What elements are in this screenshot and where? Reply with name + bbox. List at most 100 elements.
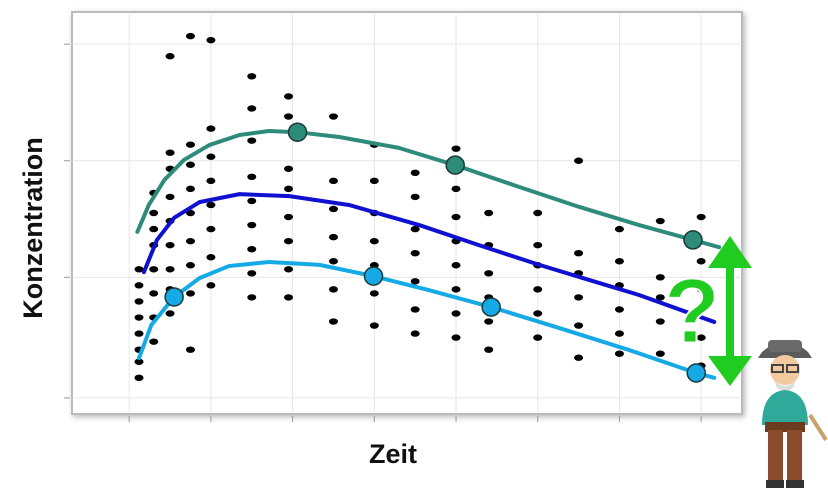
data-point	[247, 137, 256, 143]
data-point	[533, 242, 542, 248]
data-point	[615, 226, 624, 232]
data-point	[411, 194, 420, 200]
data-point	[411, 250, 420, 256]
highlight-point	[482, 298, 500, 316]
data-point	[186, 238, 195, 244]
data-point	[135, 298, 144, 304]
data-point	[284, 166, 293, 172]
data-point	[284, 93, 293, 99]
data-point	[574, 355, 583, 361]
data-point	[247, 270, 256, 276]
data-point	[615, 306, 624, 312]
data-point	[574, 250, 583, 256]
data-point	[656, 218, 665, 224]
data-point	[149, 266, 158, 272]
highlight-point	[446, 156, 464, 174]
data-point	[484, 346, 493, 352]
annotation: ?	[664, 260, 720, 362]
data-point	[247, 294, 256, 300]
highlight-point	[165, 288, 183, 306]
data-point	[186, 162, 195, 168]
data-point	[484, 270, 493, 276]
data-point	[284, 266, 293, 272]
data-point	[533, 310, 542, 316]
data-point	[615, 351, 624, 357]
data-point	[247, 198, 256, 204]
data-point	[411, 330, 420, 336]
data-point	[149, 210, 158, 216]
data-point	[166, 150, 175, 156]
data-point	[329, 258, 338, 264]
data-point	[186, 141, 195, 147]
data-point	[452, 310, 461, 316]
data-point	[484, 318, 493, 324]
data-point	[329, 206, 338, 212]
data-point	[411, 278, 420, 284]
data-point	[186, 346, 195, 352]
data-point	[186, 186, 195, 192]
data-point	[697, 214, 706, 220]
data-point	[206, 125, 215, 131]
person-icon	[758, 340, 826, 488]
data-point	[186, 262, 195, 268]
data-point	[284, 186, 293, 192]
data-point	[166, 310, 175, 316]
data-point	[329, 234, 338, 240]
chart: Zeit Konzentration ?	[0, 0, 828, 492]
data-point	[284, 214, 293, 220]
data-point	[135, 375, 144, 381]
data-point	[206, 282, 215, 288]
highlight-point	[684, 231, 702, 249]
data-point	[452, 334, 461, 340]
data-point	[206, 202, 215, 208]
data-point	[615, 258, 624, 264]
data-point	[615, 330, 624, 336]
data-point	[166, 53, 175, 59]
data-point	[166, 194, 175, 200]
data-point	[206, 254, 215, 260]
data-point	[329, 178, 338, 184]
data-point	[452, 214, 461, 220]
data-point	[206, 178, 215, 184]
data-point	[533, 334, 542, 340]
data-point	[135, 282, 144, 288]
data-point	[370, 322, 379, 328]
data-point	[247, 222, 256, 228]
data-point	[284, 294, 293, 300]
data-point	[329, 318, 338, 324]
data-point	[166, 266, 175, 272]
page: {"chart_data": {"type": "scatter", "x_la…	[0, 0, 828, 492]
data-point	[574, 158, 583, 164]
data-point	[186, 290, 195, 296]
data-point	[533, 286, 542, 292]
data-point	[411, 306, 420, 312]
x-axis-title: Zeit	[369, 439, 417, 469]
data-point	[206, 226, 215, 232]
data-point	[370, 178, 379, 184]
data-point	[135, 314, 144, 320]
data-point	[206, 37, 215, 43]
data-point	[149, 226, 158, 232]
highlight-point	[687, 364, 705, 382]
data-point	[206, 154, 215, 160]
highlight-point	[289, 123, 307, 141]
data-point	[370, 238, 379, 244]
data-point	[284, 238, 293, 244]
highlight-point	[365, 267, 383, 285]
data-point	[247, 105, 256, 111]
data-point	[149, 338, 158, 344]
data-point	[574, 322, 583, 328]
data-point	[452, 286, 461, 292]
data-point	[149, 290, 158, 296]
data-point	[135, 330, 144, 336]
data-point	[247, 174, 256, 180]
data-point	[247, 73, 256, 79]
data-point	[484, 210, 493, 216]
data-point	[452, 186, 461, 192]
data-point	[370, 290, 379, 296]
data-point	[574, 294, 583, 300]
data-point	[329, 286, 338, 292]
data-point	[452, 145, 461, 151]
data-point	[284, 113, 293, 119]
data-point	[533, 210, 542, 216]
